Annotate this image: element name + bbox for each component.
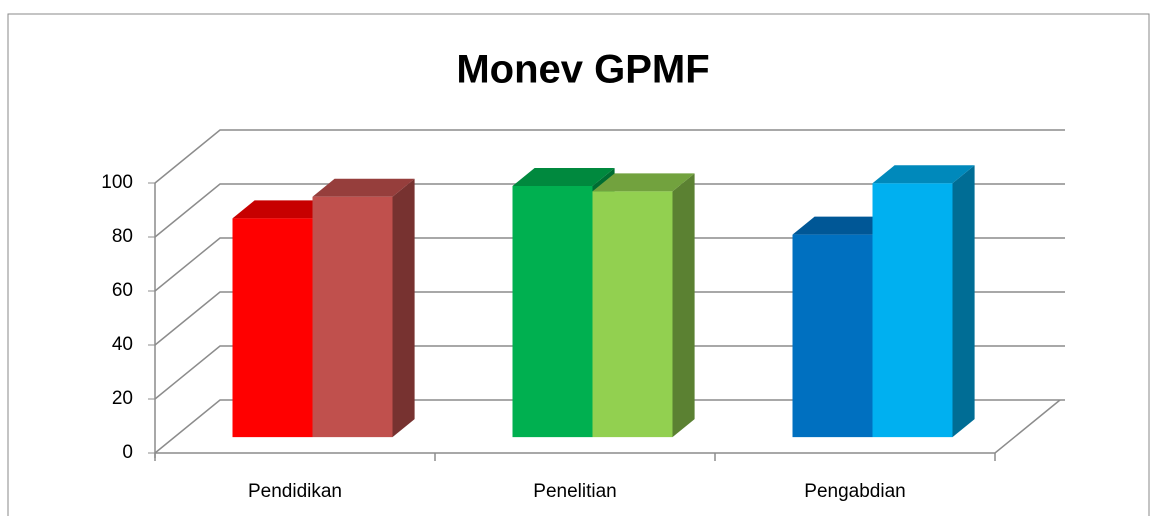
x-tick-label: Pengabdian [804,481,905,502]
bar-front [792,234,873,438]
bar-top [872,165,975,184]
bar-top [592,173,695,192]
bar-front [232,218,313,438]
chart-title: Monev GPMF [456,48,709,92]
bar-front [592,191,673,438]
bar [312,178,415,438]
grid-line [154,291,1065,346]
grid-line [154,129,1065,184]
bar-side [392,178,415,438]
bar-front [512,186,593,438]
bar-side [672,173,695,438]
grid-line [154,345,1065,400]
grid-line [154,399,1065,454]
bar-top [512,167,615,186]
bar-top [232,200,335,219]
x-tick-label: Pendidikan [248,481,342,502]
bar-top [312,178,415,197]
bar-top [792,216,895,235]
y-tick-label: 0 [122,442,133,463]
y-tick-label: 20 [112,388,133,409]
y-tick-label: 100 [101,172,133,193]
bar [592,173,695,438]
grid-line [154,237,1065,292]
y-tick-label: 40 [112,334,133,355]
y-tick-label: 60 [112,280,133,301]
bar-side [952,165,975,438]
bar [872,165,975,438]
bar-front [872,183,953,438]
grid-line [154,183,1065,238]
x-tick-label: Penelitian [533,481,616,502]
y-tick-label: 80 [112,226,133,247]
bar-front [312,196,393,438]
